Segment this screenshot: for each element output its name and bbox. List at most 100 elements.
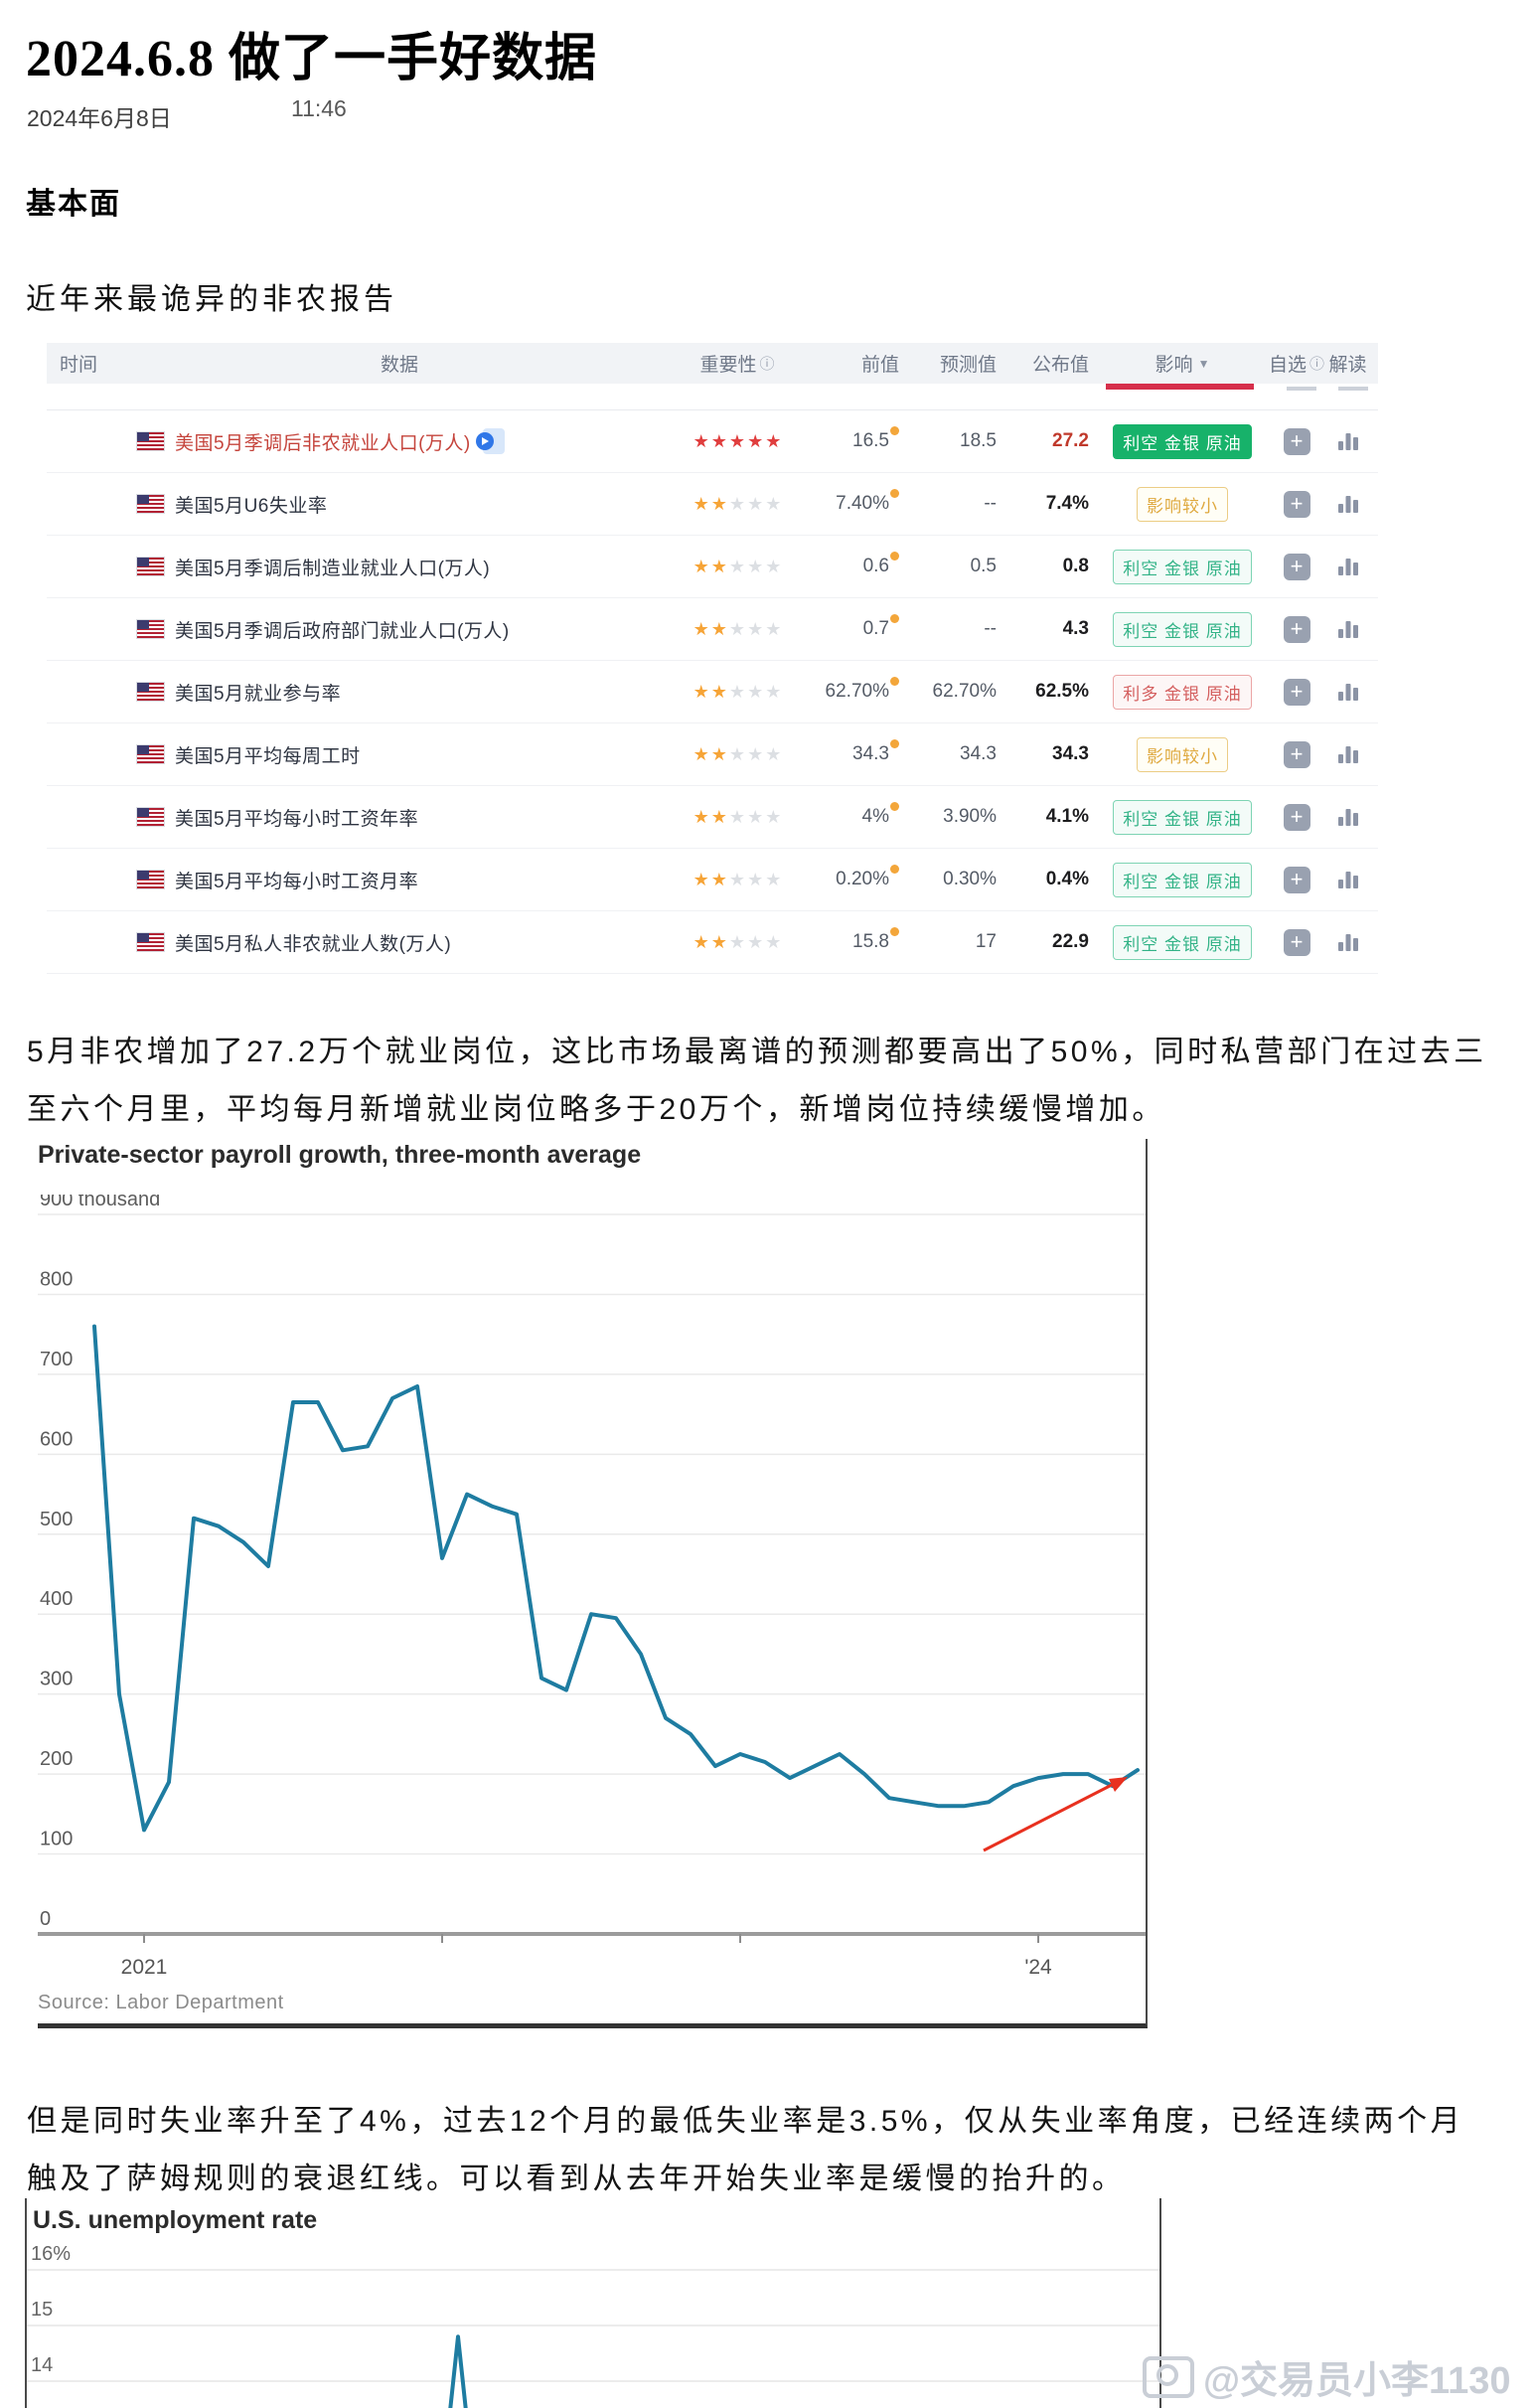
indicator-name[interactable]: 美国5月季调后政府部门就业人口(万人)	[175, 620, 510, 642]
bar-chart-icon	[1337, 872, 1358, 888]
table-row[interactable]: 美国5月季调后非农就业人口(万人) ★ ★ ★ ★ ★ 16.5 18.5 27.2 利…	[47, 409, 1378, 473]
importance-stars: ★ ★ ★ ★ ★	[663, 682, 812, 703]
indicator-name[interactable]: 美国5月平均每周工时	[175, 745, 361, 767]
previous-value: 34.3	[852, 743, 889, 764]
add-to-watchlist-button[interactable]: +	[1276, 928, 1317, 956]
history-chart-button[interactable]	[1317, 743, 1378, 765]
cell-indicator: 美国5月季调后非农就业人口(万人)	[136, 428, 663, 455]
revision-dot	[890, 426, 899, 435]
indicator-name[interactable]: 美国5月平均每小时工资年率	[175, 808, 419, 830]
svg-text:2021: 2021	[121, 1956, 168, 1979]
cell-actual: 4.1%	[1045, 806, 1089, 827]
indicator-name[interactable]: 美国5月U6失业率	[175, 495, 328, 517]
col-header-impact[interactable]: 影响 ▼	[1089, 350, 1276, 377]
svg-text:200: 200	[40, 1748, 73, 1770]
cell-actual: 4.3	[1062, 618, 1089, 639]
add-to-watchlist-button[interactable]: +	[1276, 678, 1317, 706]
table-row[interactable]: 美国5月平均每周工时 ★ ★ ★ ★ ★ 34.3 34.3 34.3 影响较小 +	[47, 723, 1378, 786]
history-chart-button[interactable]	[1317, 806, 1378, 828]
camera-lens	[1156, 2363, 1178, 2386]
col-header-watchlist: 自选 ⓘ	[1269, 350, 1324, 377]
history-chart-button[interactable]	[1317, 931, 1378, 953]
indicator-name[interactable]: 美国5月平均每小时工资月率	[175, 871, 419, 892]
star-icon: ★	[747, 618, 764, 639]
star-icon: ★	[710, 681, 727, 702]
star-icon: ★	[747, 869, 764, 889]
cell-actual: 27.2	[1052, 430, 1089, 451]
importance-stars: ★ ★ ★ ★ ★	[663, 494, 812, 515]
table-row[interactable]: 美国5月平均每小时工资年率 ★ ★ ★ ★ ★ 4% 3.90% 4.1% 利空 金银 …	[47, 786, 1378, 849]
star-icon: ★	[728, 681, 746, 702]
history-chart-button[interactable]	[1317, 430, 1378, 452]
info-icon[interactable]: ⓘ	[759, 356, 775, 373]
col-header-forecast: 预测值	[939, 355, 997, 376]
flag-canton	[137, 495, 149, 504]
indicator-name[interactable]: 美国5月私人非农就业人数(万人)	[175, 933, 452, 955]
cell-actual: 34.3	[1052, 743, 1089, 764]
star-icon: ★	[765, 618, 782, 639]
history-chart-button[interactable]	[1317, 493, 1378, 515]
previous-value: 0.6	[862, 556, 889, 576]
history-chart-button[interactable]	[1317, 618, 1378, 640]
impact-label: 影响	[1154, 355, 1193, 376]
table-row[interactable]: 美国5月U6失业率 ★ ★ ★ ★ ★ 7.40% -- 7.4% 影响较小 +	[47, 473, 1378, 536]
star-icon: ★	[728, 806, 746, 827]
cell-previous: 0.20%	[812, 865, 899, 890]
previous-value: 16.5	[852, 430, 889, 451]
revision-dot	[890, 927, 899, 936]
page-title: 2024.6.8 做了一手好数据	[26, 31, 598, 87]
plus-icon: +	[1283, 427, 1310, 455]
bar-chart-icon	[1337, 559, 1358, 575]
video-icon[interactable]	[475, 428, 505, 454]
add-to-watchlist-button[interactable]: +	[1276, 427, 1317, 455]
plus-icon: +	[1283, 928, 1310, 956]
chart-title: U.S. unemployment rate	[33, 2206, 318, 2234]
previous-value: 62.70%	[825, 681, 889, 702]
star-icon: ★	[693, 743, 709, 764]
star-icon: ★	[693, 681, 709, 702]
star-icon: ★	[747, 493, 764, 514]
cell-actual: 0.8	[1062, 556, 1089, 576]
cell-forecast: 0.5	[970, 556, 997, 576]
svg-text:16%: 16%	[31, 2243, 71, 2265]
star-icon: ★	[728, 556, 746, 576]
col-header-interpret: 解读	[1328, 355, 1367, 376]
history-chart-button[interactable]	[1317, 869, 1378, 890]
col-header-data: 数据	[380, 355, 418, 376]
cell-impact: 影响较小	[1089, 736, 1276, 772]
cell-indicator: 美国5月季调后制造业就业人口(万人)	[136, 554, 663, 580]
indicator-name[interactable]: 美国5月季调后非农就业人口(万人)	[175, 432, 471, 454]
add-to-watchlist-button[interactable]: +	[1276, 803, 1317, 831]
table-row[interactable]: 美国5月季调后制造业就业人口(万人) ★ ★ ★ ★ ★ 0.6 0.5 0.8 利空 …	[47, 536, 1378, 598]
table-row[interactable]: 美国5月就业参与率 ★ ★ ★ ★ ★ 62.70% 62.70% 62.5% 利多 金…	[47, 661, 1378, 723]
cell-actual: 22.9	[1052, 931, 1089, 952]
add-to-watchlist-button[interactable]: +	[1276, 740, 1317, 768]
flag-canton	[137, 683, 149, 692]
add-to-watchlist-button[interactable]: +	[1276, 866, 1317, 893]
star-icon: ★	[728, 869, 746, 889]
impact-badge: 利空 金银 原油	[1113, 423, 1252, 459]
previous-value: 0.20%	[836, 869, 889, 889]
add-to-watchlist-button[interactable]: +	[1276, 553, 1317, 580]
header-divider	[1338, 387, 1368, 391]
svg-text:600: 600	[40, 1428, 73, 1450]
history-chart-button[interactable]	[1317, 681, 1378, 703]
table-row[interactable]: 美国5月私人非农就业人数(万人) ★ ★ ★ ★ ★ 15.8 17 22.9 利空 金…	[47, 911, 1378, 974]
add-to-watchlist-button[interactable]: +	[1276, 615, 1317, 643]
indicator-name[interactable]: 美国5月就业参与率	[175, 683, 342, 705]
us-flag-icon	[136, 744, 165, 764]
add-to-watchlist-button[interactable]: +	[1276, 490, 1317, 518]
cell-indicator: 美国5月U6失业率	[136, 491, 663, 518]
history-chart-button[interactable]	[1317, 556, 1378, 577]
table-row[interactable]: 美国5月季调后政府部门就业人口(万人) ★ ★ ★ ★ ★ 0.7 -- 4.3 利空 …	[47, 598, 1378, 661]
cell-forecast: 18.5	[960, 430, 997, 451]
table-row[interactable]: 美国5月平均每小时工资月率 ★ ★ ★ ★ ★ 0.20% 0.30% 0.4% 利空 …	[47, 849, 1378, 911]
cell-actual: 0.4%	[1045, 869, 1089, 889]
indicator-name[interactable]: 美国5月季调后制造业就业人口(万人)	[175, 558, 491, 579]
info-icon[interactable]: ⓘ	[1309, 356, 1325, 373]
star-icon: ★	[765, 493, 782, 514]
importance-stars: ★ ★ ★ ★ ★	[663, 932, 812, 953]
bar-chart-icon	[1337, 746, 1358, 763]
cell-previous: 0.6	[812, 552, 899, 577]
cell-previous: 16.5	[812, 426, 899, 452]
